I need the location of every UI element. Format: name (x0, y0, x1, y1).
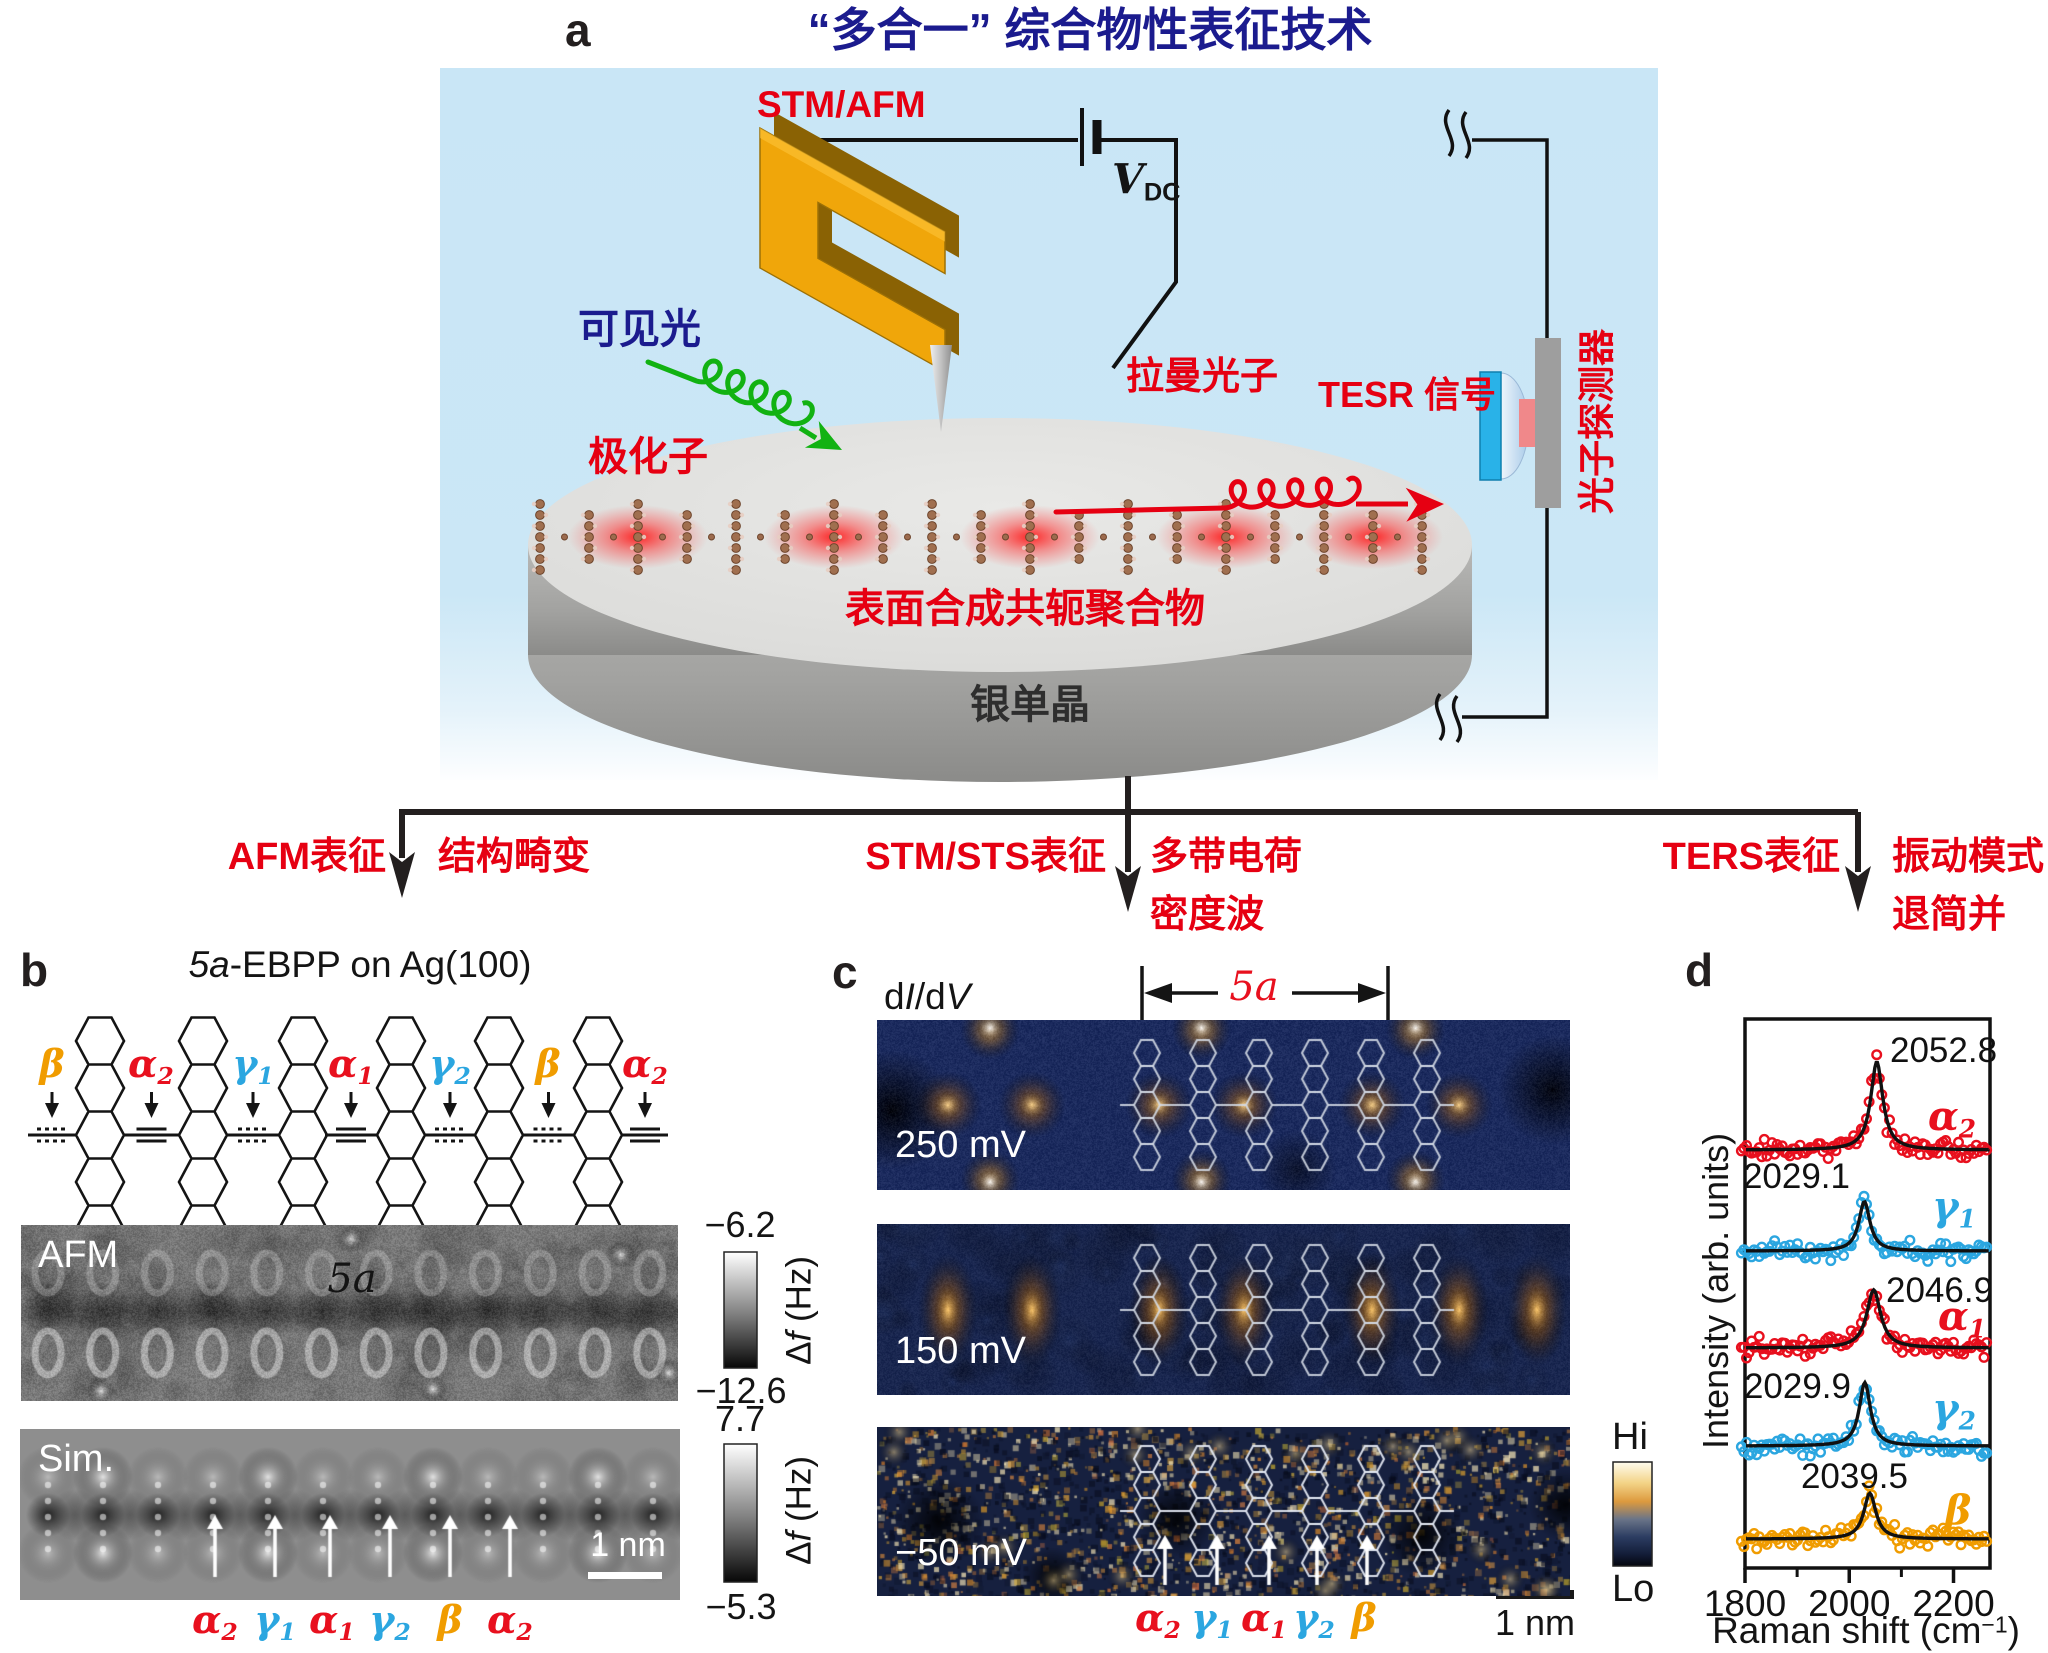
mode-label: β (39, 1041, 65, 1086)
afm-colorbar (723, 1251, 758, 1369)
colorbar-hi-label: Hi (1612, 1416, 1648, 1458)
lorentzian-fit (1745, 1287, 1989, 1350)
bias-label-150mv: 150 mV (895, 1330, 1026, 1372)
mode-label: β (1351, 1595, 1377, 1640)
didv-map-minus50mv (877, 1427, 1570, 1596)
mode-label: γ1 (1191, 1595, 1233, 1645)
sim-colorbar (723, 1443, 758, 1583)
photon-detector-label: 光子探测器 (1576, 328, 1618, 514)
branch-afm-technique: AFM表征 (227, 836, 386, 878)
didv-colorbar (1612, 1461, 1653, 1567)
mode-label: β (535, 1041, 561, 1086)
stm-afm-label: STM/AFM (757, 84, 926, 125)
x-tick-label: 2000 (1808, 1583, 1890, 1624)
branch-afm-result: 结构畸变 (438, 836, 591, 878)
x-tick-label: 2200 (1912, 1583, 1994, 1624)
branch-connectors (389, 776, 1871, 912)
raman-spectra-plot: 1800 2000 2200 2052.8 2029.1 2046.9 2029.9 2039… (1704, 1017, 1997, 1624)
vdc-label: VDC (1112, 155, 1181, 207)
branch-stm-result-2: 密度波 (1150, 894, 1265, 936)
didv-map-250mv (877, 1020, 1570, 1190)
panel-b-scalebar-label: 1 nm (590, 1526, 666, 1564)
stm-tip (930, 345, 952, 432)
panel-b-title: 5a-EBPP on Ag(100) (188, 944, 532, 985)
mode-label: α1 (1241, 1595, 1287, 1645)
mode-label: γ2 (1293, 1595, 1335, 1645)
mode-label: γ2 (1932, 1385, 1976, 1436)
mode-label: α1 (309, 1597, 355, 1647)
mode-label: β (437, 1597, 463, 1642)
mode-label: α2 (1927, 1093, 1977, 1144)
panel-d-label: d (1685, 944, 1714, 996)
lorentzian-fit (1746, 1060, 1989, 1152)
peak-wavenumber-label: 2039.5 (1801, 1457, 1908, 1496)
mode-label: α2 (1135, 1595, 1181, 1645)
bias-label-250mv: 250 mV (895, 1124, 1026, 1166)
mode-label: α2 (622, 1041, 668, 1091)
figure-title: “多合一” 综合物性表征技术 (807, 4, 1373, 56)
colorbar-lo-label: Lo (1612, 1568, 1655, 1610)
sim-image-label: Sim. (38, 1438, 114, 1480)
panel-b-span-label: 5a (327, 1256, 377, 1302)
mode-label: γ1 (232, 1041, 274, 1091)
branch-ters-technique: TERS表征 (1662, 836, 1840, 878)
mode-label: γ1 (1932, 1183, 1976, 1234)
peak-wavenumber-label: 2029.9 (1744, 1367, 1851, 1406)
sim-cb-min: −5.3 (705, 1586, 777, 1627)
branch-ters-result-2: 退简并 (1892, 894, 2007, 936)
didv-label: dI/dV (884, 976, 971, 1017)
afm-image-label: AFM (38, 1234, 119, 1276)
panel-b-label: b (20, 944, 49, 996)
mode-label: α2 (487, 1597, 533, 1647)
polaron-label: 极化子 (588, 435, 708, 479)
panel-c-span-label: 5a (1229, 964, 1279, 1010)
panel-d-xlabel: Raman shift (cm−1) (1712, 1610, 2020, 1651)
detector-active-area (1519, 399, 1537, 447)
panel-a-label: a (565, 4, 591, 56)
mode-label: α2 (192, 1597, 238, 1647)
peak-wavenumber-label: 2029.1 (1743, 1157, 1850, 1196)
panel-c-span-arrow (1140, 966, 1390, 1020)
didv-map-150mv (877, 1224, 1570, 1395)
chemical-structure (28, 1016, 668, 1254)
tuning-fork-sensor (759, 112, 959, 432)
sim-cb-unit: Δf (Hz) (779, 1455, 819, 1565)
peak-wavenumber-label: 2052.8 (1890, 1031, 1997, 1070)
x-tick-label: 1800 (1704, 1583, 1786, 1624)
panel-c-label: c (832, 946, 858, 998)
lorentzian-fit (1746, 1490, 1989, 1541)
visible-light-label: 可见光 (578, 306, 701, 352)
panel-c-scalebar-label: 1 nm (1494, 1602, 1576, 1643)
photon-detector-bar (1535, 338, 1561, 508)
afm-cb-unit: Δf (Hz) (779, 1255, 819, 1365)
afm-simulated-image (20, 1429, 680, 1600)
light-arrows (645, 358, 1444, 522)
afm-experimental-image (21, 1225, 678, 1401)
polymer-label: 表面合成共轭聚合物 (845, 587, 1205, 631)
mode-label: α1 (328, 1041, 374, 1091)
afm-cb-max: −6.2 (704, 1204, 776, 1245)
panel-d-ylabel: Intensity (arb. units) (1695, 1132, 1737, 1449)
mode-label: α2 (128, 1041, 174, 1091)
substrate-label: 银单晶 (970, 683, 1090, 727)
afm-cb-min: −12.6 (695, 1370, 787, 1411)
branch-stm-result-1: 多带电荷 (1150, 836, 1303, 878)
tesr-signal-label: TESR 信号 (1318, 374, 1497, 415)
branch-ters-result-1: 振动模式 (1892, 836, 2045, 878)
peak-wavenumber-label: 2046.9 (1886, 1271, 1993, 1310)
bias-label-minus50mv: −50 mV (895, 1532, 1028, 1574)
mode-label: γ2 (429, 1041, 471, 1091)
mode-label: γ1 (254, 1597, 296, 1647)
branch-stm-technique: STM/STS表征 (865, 836, 1106, 878)
lorentzian-fit (1746, 1199, 1989, 1253)
lorentzian-fit (1746, 1379, 1989, 1448)
raman-photon-label: 拉曼光子 (1126, 356, 1279, 398)
sim-cb-max: 7.7 (714, 1398, 766, 1439)
mode-label: α1 (1937, 1293, 1987, 1344)
mode-label: β (1944, 1487, 1972, 1534)
mode-label: γ2 (369, 1597, 411, 1647)
panel-b-scalebar (588, 1572, 662, 1579)
